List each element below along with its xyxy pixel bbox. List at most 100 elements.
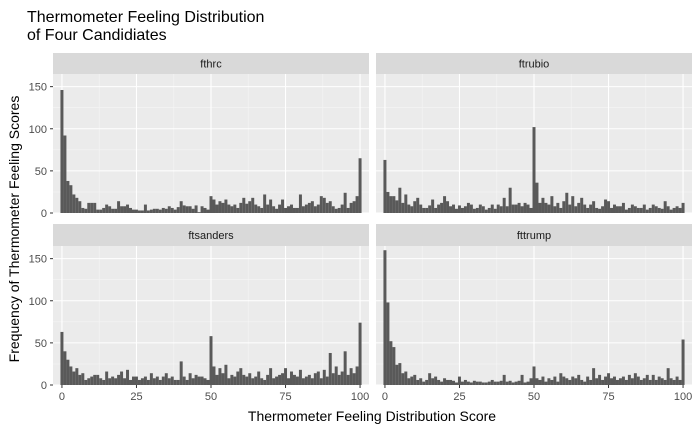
histogram-bar (227, 204, 231, 213)
histogram-bar (544, 381, 548, 385)
histogram-bar (419, 378, 423, 385)
histogram-bar (416, 197, 420, 213)
histogram-bar (484, 382, 488, 385)
histogram-bar (657, 376, 661, 385)
histogram-bar (660, 378, 664, 385)
histogram-bar (301, 378, 305, 385)
histogram-bar (416, 379, 420, 385)
histogram-bar (422, 381, 426, 385)
histogram-bar (251, 197, 255, 213)
histogram-bar (66, 359, 70, 385)
histogram-bar (105, 371, 109, 385)
chart-title-line-2: of Four Candidiates (27, 27, 167, 44)
histogram-bar (81, 207, 85, 213)
histogram-bar (316, 371, 320, 385)
histogram-bar (598, 208, 602, 213)
histogram-bar (437, 379, 441, 385)
histogram-bar (155, 376, 159, 385)
histogram-bar (164, 373, 168, 385)
histogram-bar (218, 368, 222, 385)
x-tick-label: 75 (602, 391, 614, 403)
histogram-bar (568, 204, 572, 213)
histogram-bar (466, 381, 470, 385)
histogram-bar (224, 199, 228, 213)
histogram-bar (401, 202, 405, 213)
histogram-bar (284, 368, 288, 385)
histogram-bar (452, 380, 455, 385)
histogram-bar (108, 378, 112, 385)
histogram-bar (120, 371, 124, 385)
histogram-bar (331, 206, 335, 213)
histogram-bar (547, 378, 551, 385)
histogram-bar (463, 379, 467, 385)
histogram-bar (233, 204, 237, 213)
x-tick-label: 25 (453, 391, 465, 403)
histogram-bar (102, 207, 106, 213)
histogram-bar (149, 209, 153, 213)
histogram-bar (589, 379, 593, 385)
y-tick-label: 100 (29, 124, 47, 136)
histogram-bar (322, 197, 326, 213)
histogram-bar (290, 371, 293, 385)
histogram-bar (260, 378, 264, 385)
histogram-bar (90, 376, 94, 385)
histogram-bar (292, 207, 296, 213)
histogram-bar (298, 194, 302, 213)
histogram-bar (117, 374, 121, 385)
histogram-bar (257, 371, 261, 385)
facet-strip-label: ftrubio (519, 59, 550, 71)
histogram-bar (176, 379, 180, 385)
histogram-bar (239, 368, 243, 385)
histogram-bar (307, 202, 311, 213)
histogram-bar (610, 207, 613, 213)
histogram-bar (69, 185, 73, 213)
histogram-bar (392, 196, 396, 213)
histogram-bar (337, 207, 341, 213)
histogram-bar (284, 207, 288, 213)
histogram-bar (413, 374, 417, 385)
histogram-bar (167, 206, 171, 213)
x-axis-title: Thermometer Feeling Distribution Score (248, 408, 496, 424)
histogram-bar (272, 378, 276, 385)
histogram-bar (508, 380, 512, 385)
histogram-bar (221, 373, 225, 385)
histogram-bar (401, 373, 405, 385)
histogram-bar (615, 379, 619, 385)
histogram-bar (146, 210, 150, 213)
histogram-bar (242, 374, 246, 385)
histogram-bar (191, 378, 195, 385)
histogram-bar (298, 369, 302, 385)
histogram-bar (469, 382, 473, 385)
histogram-bar (149, 373, 153, 385)
histogram-bar (269, 368, 273, 385)
histogram-bar (114, 208, 118, 213)
histogram-bar (254, 376, 258, 385)
histogram-bar (657, 207, 661, 213)
histogram-bar (580, 379, 584, 385)
x-tick-label: 0 (59, 391, 65, 403)
histogram-bar (472, 380, 476, 385)
histogram-bar (75, 368, 79, 385)
histogram-bar (386, 191, 390, 213)
histogram-bar (425, 207, 429, 213)
x-tick-label: 75 (279, 391, 291, 403)
y-axis-title: Frequency of Thermometer Feeling Scores (6, 96, 22, 363)
histogram-bar (81, 373, 85, 385)
histogram-bar (642, 378, 646, 385)
histogram-bar (618, 378, 622, 385)
histogram-bar (398, 187, 402, 213)
histogram-bar (337, 374, 341, 385)
histogram-bar (556, 381, 560, 385)
histogram-bar (248, 201, 252, 213)
histogram-bar (475, 381, 479, 385)
histogram-bar (496, 204, 500, 213)
histogram-bar (143, 376, 147, 385)
histogram-bar (517, 202, 521, 213)
histogram-bar (678, 207, 682, 213)
histogram-bar (499, 380, 503, 385)
histogram-bar (287, 378, 290, 385)
histogram-bar (99, 378, 103, 385)
histogram-bar (209, 336, 213, 385)
histogram-bar (428, 205, 432, 213)
histogram-bar (227, 378, 231, 385)
